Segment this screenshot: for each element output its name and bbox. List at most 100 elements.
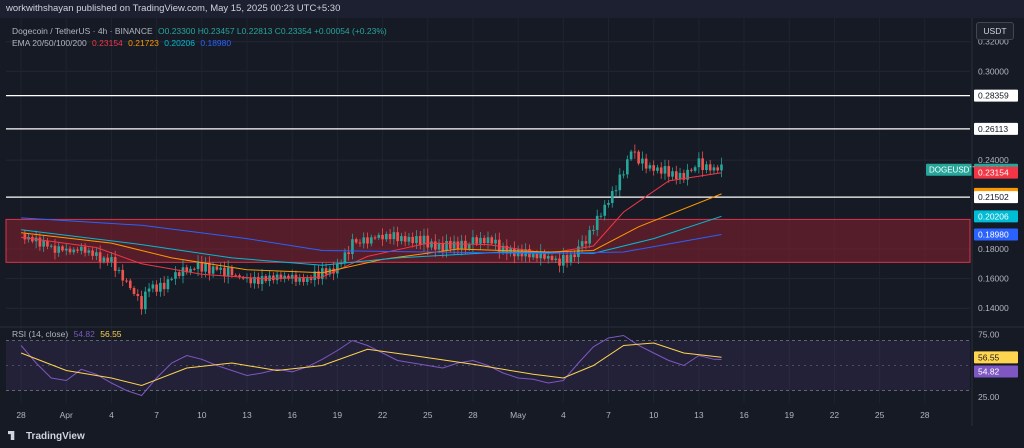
- candle-body: [140, 296, 143, 309]
- candle-body: [679, 173, 682, 179]
- candle-body: [464, 241, 467, 249]
- candle-body: [645, 159, 648, 169]
- candle-body: [212, 266, 215, 273]
- candle-body: [133, 288, 136, 294]
- candle-body: [603, 205, 606, 216]
- legend-ema50: 0.21723: [128, 38, 159, 48]
- price-label: 0.18980: [978, 229, 1009, 239]
- candle-body: [95, 252, 98, 256]
- candle-body: [698, 158, 701, 167]
- tradingview-logo-text: TradingView: [26, 431, 85, 442]
- candle-body: [716, 167, 719, 170]
- candle-body: [159, 283, 162, 292]
- candle-body: [441, 243, 444, 251]
- candle-body: [430, 241, 433, 247]
- time-tick-label: 19: [333, 410, 343, 420]
- candle-body: [344, 252, 347, 263]
- candle-body: [667, 166, 670, 177]
- legend-ema200: 0.18980: [200, 38, 231, 48]
- price-label: 0.21502: [978, 192, 1009, 202]
- candle-body: [88, 250, 91, 252]
- tradingview-logo-icon: [8, 431, 22, 440]
- candle-body: [39, 238, 42, 247]
- time-tick-label: Apr: [60, 410, 73, 420]
- candle-body: [573, 255, 576, 257]
- candle-body: [611, 191, 614, 203]
- candle-body: [649, 165, 652, 168]
- candle-body: [178, 272, 181, 276]
- time-tick-label: 19: [785, 410, 795, 420]
- candle-body: [600, 216, 603, 217]
- candle-body: [359, 242, 362, 243]
- candle-body: [626, 159, 629, 174]
- candle-body: [445, 241, 448, 251]
- candle-body: [385, 234, 388, 239]
- candle-body: [419, 236, 422, 244]
- candle-body: [694, 167, 697, 171]
- rsi-value-label: 54.82: [978, 366, 1000, 376]
- candle-body: [705, 164, 708, 170]
- candle-body: [46, 241, 49, 247]
- candle-body: [460, 241, 463, 250]
- candle-body: [408, 237, 411, 242]
- time-tick-label: 10: [649, 410, 659, 420]
- candle-body: [302, 277, 305, 281]
- candle-body: [208, 263, 211, 274]
- candle-body: [532, 254, 535, 258]
- candle-body: [295, 275, 298, 282]
- candle-body: [76, 250, 79, 251]
- rsi-tick-label: 75.00: [978, 329, 1000, 339]
- candle-body: [377, 235, 380, 238]
- candle-body: [664, 166, 667, 174]
- time-tick-label: 7: [154, 410, 159, 420]
- time-tick-label: 28: [16, 410, 26, 420]
- candle-body: [114, 257, 117, 271]
- legend-ema-row: EMA 20/50/100/200 0.23154 0.21723 0.2020…: [12, 38, 231, 48]
- candle-body: [637, 152, 640, 164]
- price-chart-svg[interactable]: 0.32000 0.30000 0.24000 0.18000 0.16000 0.140…: [0, 18, 1024, 426]
- candle-body: [91, 250, 94, 255]
- candle-body: [261, 276, 264, 284]
- candle-body: [423, 236, 426, 245]
- price-tick-label: 0.30000: [978, 66, 1009, 76]
- candle-body: [57, 246, 60, 252]
- candle-body: [690, 170, 693, 171]
- chart-area[interactable]: 0.32000 0.30000 0.24000 0.18000 0.16000 0.140…: [0, 18, 1024, 426]
- candle-body: [592, 230, 595, 231]
- candle-body: [355, 239, 358, 242]
- candle-body: [475, 237, 478, 243]
- candle-body: [72, 250, 75, 253]
- candle-body: [701, 158, 704, 170]
- candle-body: [547, 256, 550, 259]
- candle-body: [551, 256, 554, 260]
- candle-body: [174, 272, 177, 279]
- time-tick-label: 4: [561, 410, 566, 420]
- candle-body: [306, 278, 309, 282]
- candle-body: [622, 174, 625, 175]
- candle-body: [227, 267, 230, 276]
- candle-body: [84, 247, 87, 253]
- candle-body: [434, 241, 437, 249]
- time-tick-label: 22: [378, 410, 388, 420]
- time-tick-label: 13: [694, 410, 704, 420]
- candle-body: [713, 167, 716, 170]
- candle-body: [249, 277, 252, 283]
- legend-rsi-row: RSI (14, close) 54.82 56.55: [12, 329, 122, 339]
- tradingview-logo[interactable]: TradingView: [8, 431, 85, 442]
- time-tick-label: 7: [606, 410, 611, 420]
- candle-body: [400, 236, 403, 241]
- candle-body: [562, 255, 565, 266]
- currency-button[interactable]: USDT: [976, 22, 1014, 40]
- legend-symbol-row: Dogecoin / TetherUS · 4h · BINANCE O0.23…: [12, 26, 387, 36]
- candle-body: [69, 249, 72, 253]
- candle-body: [588, 230, 591, 243]
- legend-ema-label: EMA 20/50/100/200: [12, 38, 87, 48]
- candle-body: [223, 268, 226, 277]
- level-label: 0.28359: [978, 91, 1009, 101]
- candle-body: [404, 236, 407, 242]
- footer: TradingView: [0, 426, 1024, 448]
- candle-body: [155, 284, 158, 291]
- candle-body: [61, 246, 64, 250]
- time-tick-label: 4: [109, 410, 114, 420]
- candle-body: [121, 270, 124, 281]
